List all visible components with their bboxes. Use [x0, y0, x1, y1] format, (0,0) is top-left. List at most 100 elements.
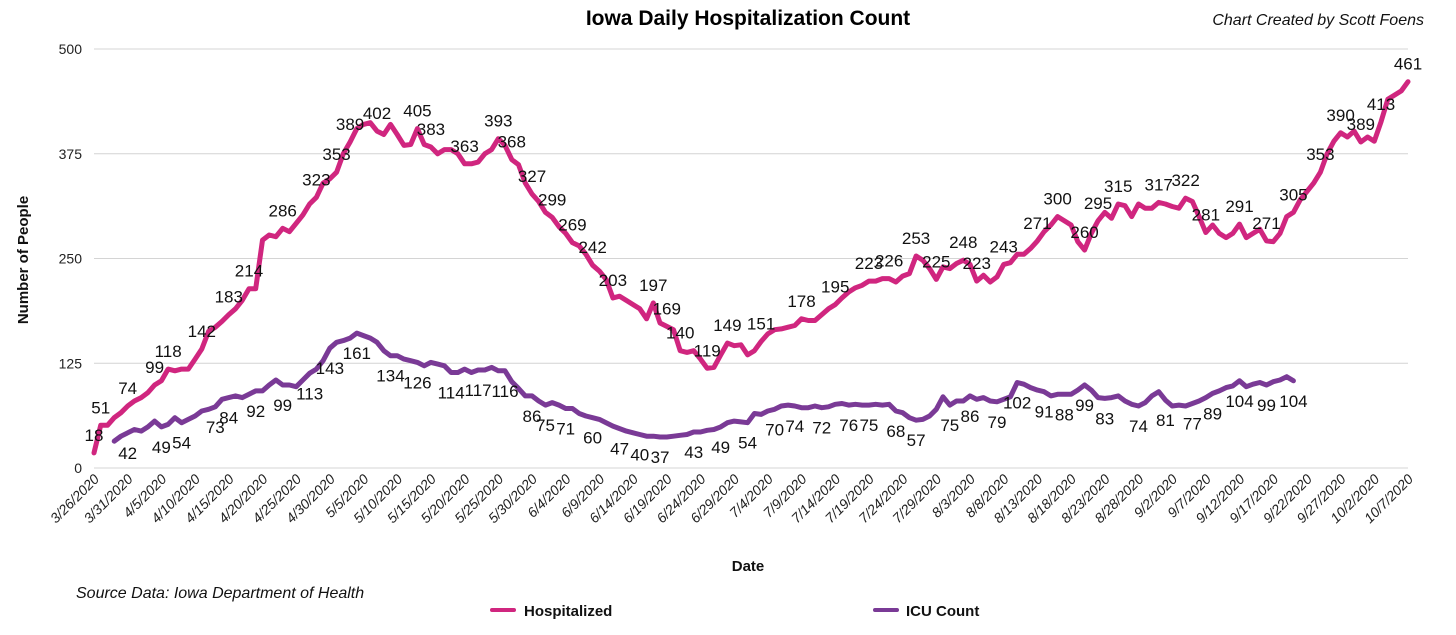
data-label: 71	[556, 420, 575, 439]
data-label: 327	[518, 167, 546, 186]
data-label: 18	[85, 426, 104, 445]
data-label: 223	[963, 254, 991, 273]
data-label: 402	[363, 104, 391, 123]
data-label: 75	[536, 416, 555, 435]
data-label: 113	[296, 384, 323, 403]
data-label: 197	[639, 276, 667, 295]
data-label: 142	[188, 322, 216, 341]
data-label: 79	[987, 413, 1006, 432]
data-label: 104	[1279, 392, 1307, 411]
data-label: 84	[219, 409, 238, 428]
chart-credit: Chart Created by Scott Foens	[1212, 12, 1424, 29]
data-label: 75	[859, 416, 878, 435]
data-label: 83	[1095, 409, 1114, 428]
data-label: 57	[907, 431, 926, 450]
data-label: 73	[206, 418, 225, 437]
data-label: 77	[1183, 414, 1202, 433]
data-label: 383	[417, 120, 445, 139]
data-label: 305	[1279, 185, 1307, 204]
data-label: 60	[583, 429, 602, 448]
y-tick-label: 125	[59, 355, 83, 371]
data-label: 88	[1055, 405, 1074, 424]
data-label: 49	[152, 438, 171, 457]
data-label: 74	[785, 417, 804, 436]
data-label: 86	[523, 407, 542, 426]
legend-item-icu-count[interactable]: ICU Count	[873, 603, 979, 620]
data-label: 353	[1306, 145, 1334, 164]
y-tick-label: 250	[59, 251, 83, 267]
y-axis-title: Number of People	[15, 196, 32, 324]
data-label: 300	[1043, 190, 1071, 209]
data-label: 390	[1326, 106, 1354, 125]
gridlines	[94, 48, 1408, 469]
data-label: 363	[450, 137, 478, 156]
data-label: 89	[1203, 404, 1222, 423]
data-label: 99	[145, 358, 164, 377]
data-label: 140	[666, 324, 694, 343]
data-label: 76	[839, 416, 858, 435]
data-label: 126	[403, 373, 431, 392]
data-label: 242	[578, 238, 606, 257]
data-label: 47	[610, 440, 629, 459]
data-label: 149	[713, 316, 741, 335]
data-label: 70	[765, 420, 784, 439]
data-label: 317	[1144, 175, 1172, 194]
data-label: 315	[1104, 177, 1132, 196]
data-label: 178	[787, 292, 815, 311]
data-label: 253	[902, 229, 930, 248]
data-label: 104	[1225, 392, 1253, 411]
data-label: 461	[1394, 55, 1422, 74]
data-label: 151	[747, 314, 775, 333]
data-label: 389	[336, 115, 364, 134]
y-tick-label: 375	[59, 146, 83, 162]
data-label: 54	[738, 434, 757, 453]
data-label: 68	[886, 422, 905, 441]
data-label: 323	[302, 170, 330, 189]
data-label: 368	[498, 133, 526, 152]
data-label: 271	[1023, 214, 1051, 233]
data-label: 43	[684, 443, 703, 462]
data-label: 117	[465, 381, 492, 400]
data-label: 269	[558, 216, 586, 235]
data-label: 119	[694, 341, 721, 360]
data-label: 260	[1070, 223, 1098, 242]
data-label: 102	[1003, 394, 1031, 413]
series-lines	[91, 79, 1411, 456]
data-label: 51	[91, 398, 110, 417]
data-label: 99	[1075, 396, 1094, 415]
data-label: 295	[1084, 194, 1112, 213]
data-label: 183	[215, 288, 243, 307]
x-axis-ticks: 3/26/20203/31/20204/5/20204/10/20204/15/…	[47, 471, 1417, 527]
data-label: 195	[821, 278, 849, 297]
data-label: 243	[990, 237, 1018, 256]
series-line-hospitalized	[91, 79, 1411, 456]
data-label: 91	[1035, 403, 1054, 422]
data-label: 49	[711, 438, 730, 457]
data-label: 75	[940, 416, 959, 435]
y-tick-label: 500	[59, 41, 83, 57]
data-label: 291	[1225, 197, 1253, 216]
legend-label-hospitalized: Hospitalized	[524, 603, 612, 620]
data-label: 116	[491, 382, 518, 401]
data-label: 248	[949, 233, 977, 252]
legend-label-icu-count: ICU Count	[906, 603, 979, 620]
data-label: 114	[438, 383, 465, 402]
data-label: 405	[403, 102, 431, 121]
y-tick-label: 0	[74, 460, 82, 476]
data-label: 161	[343, 344, 371, 363]
data-label: 81	[1156, 411, 1175, 430]
data-label: 389	[1347, 115, 1375, 134]
data-label: 118	[155, 342, 182, 361]
legend-item-hospitalized[interactable]: Hospitalized	[490, 603, 612, 620]
data-label: 353	[322, 145, 350, 164]
data-label: 286	[268, 201, 296, 220]
data-label: 393	[484, 112, 512, 131]
series-line-icu-count	[111, 330, 1296, 444]
data-label: 169	[653, 299, 681, 318]
data-label: 134	[376, 367, 404, 386]
x-axis-title: Date	[732, 558, 765, 575]
data-label: 99	[273, 396, 292, 415]
data-label: 72	[812, 419, 831, 438]
data-label: 42	[118, 444, 137, 463]
